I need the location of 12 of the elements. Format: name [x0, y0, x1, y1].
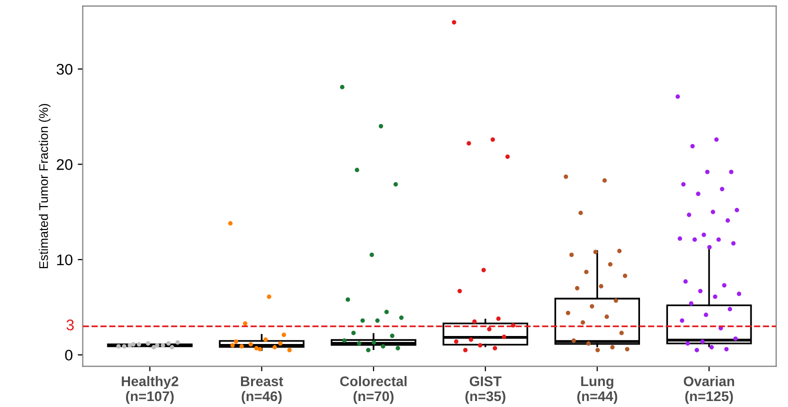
y-tick-label: 10 [57, 254, 72, 266]
y-tick-label: 30 [56, 64, 72, 75]
y-axis-title: Estimated Tumor Fraction (%) [38, 104, 50, 268]
x-tick-label: Breast (n=46) [241, 376, 284, 404]
y-tick-label: 0 [65, 350, 72, 361]
x-tick-label: Ovarian (n=125) [684, 376, 734, 404]
y-tick-label: 20 [56, 159, 72, 170]
x-tick-label: Colorectal (n=70) [340, 376, 407, 404]
x-tick-label: GIST (n=35) [465, 376, 506, 404]
x-tick-label: Healthy2 (n=107) [122, 376, 178, 404]
x-tick-label: Lung (n=44) [577, 376, 618, 404]
ref-line-label: 3 [66, 320, 74, 330]
